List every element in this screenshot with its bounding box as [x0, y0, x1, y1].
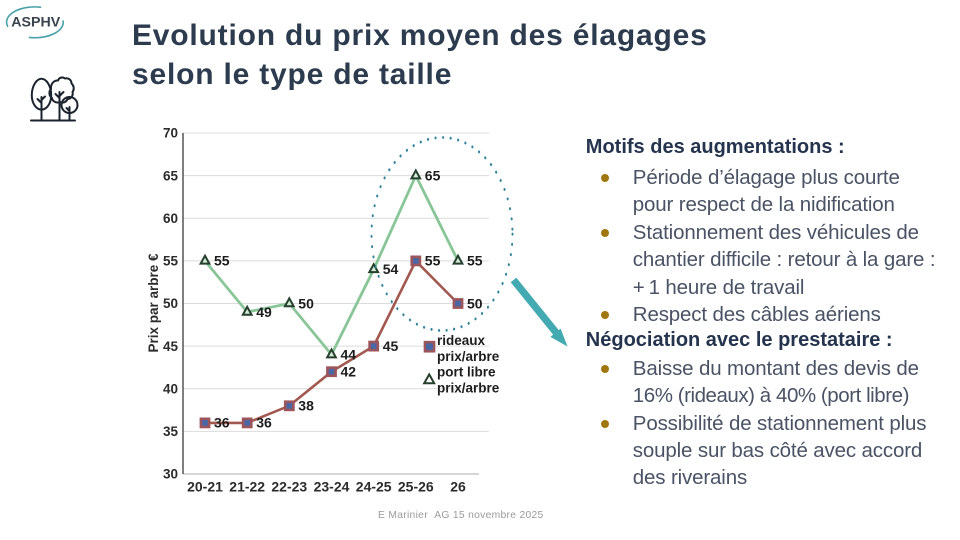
svg-text:50: 50 — [163, 296, 178, 311]
svg-text:Prix par arbre €: Prix par arbre € — [146, 253, 161, 353]
svg-text:port libre: port libre — [437, 365, 496, 380]
svg-text:23-24: 23-24 — [314, 479, 350, 495]
svg-text:42: 42 — [341, 364, 357, 380]
svg-text:45: 45 — [163, 339, 179, 354]
svg-text:25-26: 25-26 — [398, 479, 434, 495]
svg-text:30: 30 — [163, 467, 178, 482]
svg-text:49: 49 — [256, 304, 272, 320]
svg-text:22-23: 22-23 — [271, 479, 307, 495]
svg-text:26: 26 — [450, 479, 466, 495]
svg-text:36: 36 — [256, 415, 272, 431]
svg-text:rideaux: rideaux — [437, 333, 486, 348]
svg-text:38: 38 — [298, 398, 314, 414]
svg-text:55: 55 — [214, 253, 230, 269]
svg-text:20-21: 20-21 — [187, 479, 223, 495]
svg-text:65: 65 — [163, 168, 179, 183]
svg-text:24-25: 24-25 — [356, 479, 392, 495]
svg-text:60: 60 — [163, 211, 178, 226]
svg-text:36: 36 — [214, 415, 230, 431]
svg-text:50: 50 — [467, 295, 483, 311]
svg-text:35: 35 — [163, 424, 179, 439]
svg-text:55: 55 — [467, 253, 483, 269]
svg-text:prix/arbre: prix/arbre — [437, 380, 500, 395]
svg-text:70: 70 — [163, 126, 178, 141]
svg-text:40: 40 — [163, 382, 178, 397]
svg-text:54: 54 — [383, 261, 399, 277]
svg-text:prix/arbre: prix/arbre — [437, 349, 500, 364]
svg-text:55: 55 — [425, 253, 441, 269]
svg-text:65: 65 — [425, 167, 441, 183]
svg-text:45: 45 — [383, 338, 399, 354]
svg-text:ASPHV: ASPHV — [11, 15, 60, 31]
svg-text:55: 55 — [163, 254, 179, 269]
svg-text:21-22: 21-22 — [229, 479, 265, 495]
svg-text:44: 44 — [341, 346, 357, 362]
svg-text:50: 50 — [298, 295, 314, 311]
